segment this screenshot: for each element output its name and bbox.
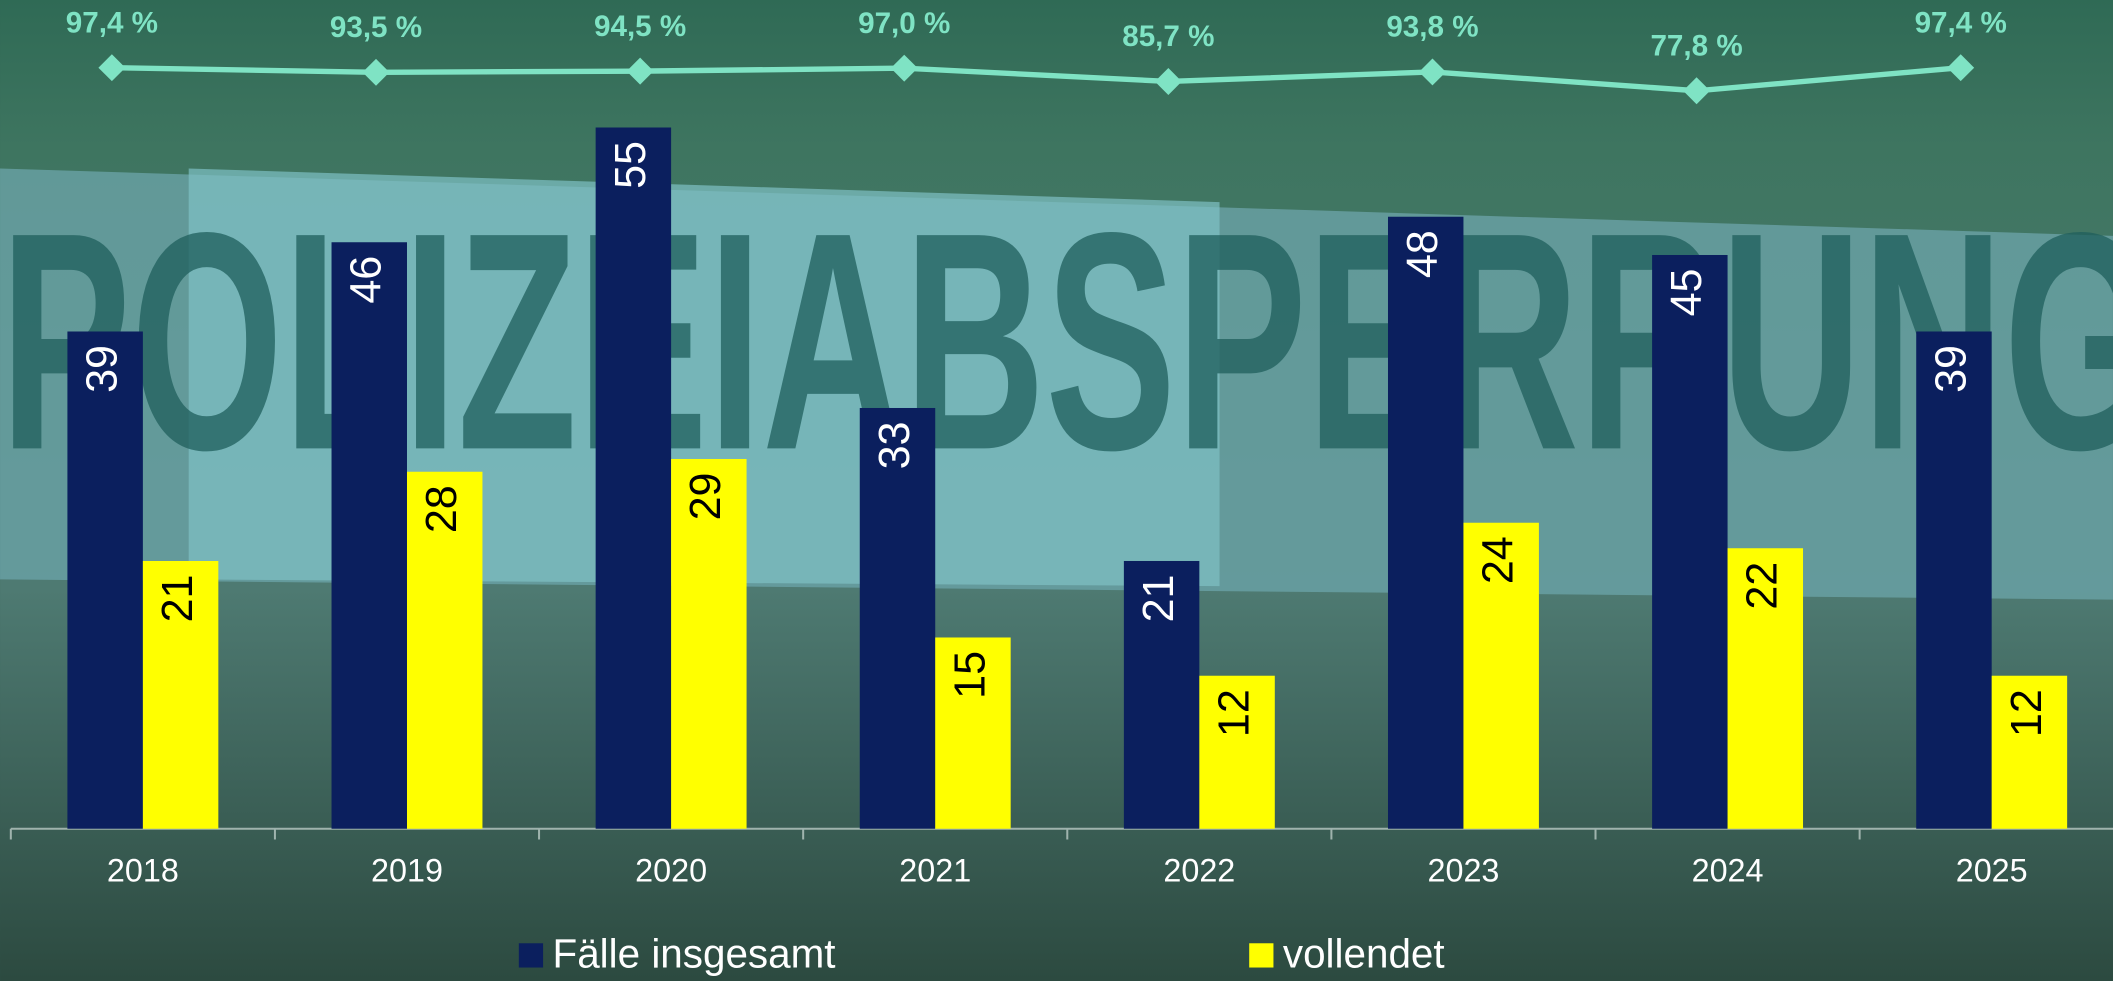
background-text: POLIZEIABSPERRUNG [0,167,2113,514]
bar-value-label: 33 [871,421,919,469]
bar-value-label: 12 [2003,689,2051,737]
x-tick-label: 2024 [1692,853,1764,889]
line-value-label: 93,5 % [330,11,422,44]
bar [859,407,936,829]
line [111,65,1961,94]
bar [1199,675,1275,829]
line-marker [1154,67,1182,95]
bar-value-label: 22 [1739,562,1787,610]
bar [406,471,483,829]
bar-value-label: 12 [1210,689,1258,737]
bar [1387,216,1464,829]
line-marker [1947,54,1975,82]
bar-value-label: 21 [1135,574,1183,622]
bar [935,637,1011,829]
bar [1916,331,1992,829]
bar-value-label: 15 [946,651,994,699]
bar-value-label: 39 [79,345,127,393]
legend-swatch [1249,943,1274,968]
bar [1991,675,2068,829]
x-tick-label: 2021 [899,853,971,889]
bar-value-label: 39 [1927,345,1975,393]
x-tick-label: 2022 [1163,853,1235,889]
bar [1123,560,1200,829]
x-tick-label: 2025 [1956,853,2028,889]
bar [331,242,407,829]
legend-swatch [518,943,544,968]
bar-value-label: 28 [418,485,466,533]
bar-value-label: 24 [1475,536,1523,584]
line-value-label: 97,4 % [1915,6,2007,39]
line-marker [1683,77,1711,105]
legend-label: Fälle insgesamt [553,930,836,976]
x-tick-label: 2018 [107,853,179,889]
bar [142,560,219,829]
line-value-label: 93,8 % [1386,11,1478,44]
line-value-label: 94,5 % [594,10,686,43]
line-marker [362,58,390,86]
bar-value-label: 55 [607,141,655,189]
bar-value-label: 48 [1399,230,1447,278]
line-marker [1418,58,1446,86]
bar [1727,548,1804,829]
bar-value-label: 45 [1663,268,1711,316]
x-tick-label: 2023 [1427,853,1499,889]
line-value-label: 97,4 % [66,6,158,39]
bar [1652,254,1728,829]
x-tick-label: 2020 [635,853,707,889]
legend-label: vollendet [1283,930,1445,976]
bar [595,127,672,829]
bar-value-label: 46 [343,256,391,304]
line-marker [98,54,126,82]
line-value-label: 85,7 % [1122,20,1214,53]
line-value-label: 77,8 % [1650,29,1742,62]
line-value-label: 97,0 % [858,7,950,40]
bar [67,331,143,829]
line-marker [890,54,918,82]
bar [671,458,747,829]
bar-value-label: 21 [154,574,202,622]
x-tick-label: 2019 [371,853,443,889]
bar [1463,522,1539,829]
bar-value-label: 29 [682,472,730,520]
